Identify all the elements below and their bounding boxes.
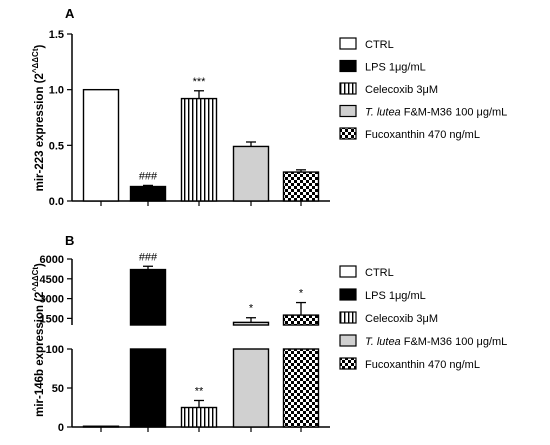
panel-b-y-axis-label-close: ) <box>34 263 46 267</box>
panel-b-bar <box>82 425 120 428</box>
panel-b-legend-swatch <box>339 265 357 278</box>
panel-a-letter: A <box>65 6 75 21</box>
panel-b-bar-upper <box>232 321 270 326</box>
panel-a-legend-label-text: Fucoxanthin 470 ng/mL <box>365 129 480 141</box>
panel-a-significance-label: ### <box>139 170 158 182</box>
panel-b-legend-label: Celecoxib 3μM <box>365 313 438 325</box>
panel-a-y-axis-label-main: mir-223 expression (2 <box>34 73 46 191</box>
panel-b-legend-label: Fucoxanthin 470 ng/mL <box>365 359 480 371</box>
panel-b-y-tick-label: 100 <box>46 344 64 356</box>
panel-b-y-tick-label: 1500 <box>40 313 64 325</box>
panel-a-significance-label: *** <box>193 76 207 88</box>
panel-b-legend-label-text: F&M-M36 100 μg/mL <box>401 336 508 348</box>
panel-a-legend-swatch <box>339 59 357 73</box>
panel-b-letter: B <box>65 233 74 248</box>
panel-b-legend-label: CTRL <box>365 267 394 279</box>
panel-b-legend-label-text: LPS 1μg/mL <box>365 290 426 302</box>
panel-a-legend-label: T. lutea F&M-M36 100 μg/mL <box>365 107 507 119</box>
panel-b-bar <box>180 406 218 428</box>
panel-a-legend-label-text: CTRL <box>365 39 394 51</box>
panel-b-y-axis-label-main: mir-146b expression (2 <box>34 292 46 417</box>
panel-b-significance-label: * <box>249 303 254 315</box>
panel-b-y-tick-label: 50 <box>52 383 64 395</box>
panel-b-y-tick-label: 6000 <box>40 254 64 266</box>
panel-a-y-tick-label: 0.5 <box>49 140 64 152</box>
panel-b-legend-label-text: Celecoxib 3μM <box>365 313 438 325</box>
panel-a-y-tick-label: 1.5 <box>49 29 64 41</box>
panel-b-legend-label-text: CTRL <box>365 267 394 279</box>
panel-b-bar-lower <box>232 348 270 428</box>
panel-b-legend-label-italic: T. lutea <box>365 336 401 348</box>
panel-a-y-tick-label: 1.0 <box>49 85 64 97</box>
panel-a-legend-label-text: LPS 1μg/mL <box>365 62 426 74</box>
panel-a-legend-swatch <box>339 37 357 50</box>
panel-b-y-axis-label: mir-146b expression (2^ΔΔCt) <box>31 263 46 417</box>
panel-b-legend-swatch <box>339 311 357 324</box>
panel-a-bar <box>82 88 120 202</box>
panel-b-bar-upper <box>282 314 320 326</box>
panel-b-y-tick-label: 3000 <box>40 294 64 306</box>
panel-b-bar-upper <box>129 268 167 326</box>
panel-b-significance-label: * <box>299 288 304 300</box>
panel-a-legend-label-text: Celecoxib 3μM <box>365 84 438 96</box>
panel-a-y-axis-label-close: ) <box>34 44 46 48</box>
panel-a-legend-label-italic: T. lutea <box>365 107 401 119</box>
panel-b-legend-label: LPS 1μg/mL <box>365 290 426 302</box>
panel-a-legend-label: Celecoxib 3μM <box>365 84 438 96</box>
panel-a-legend-swatch <box>339 82 357 95</box>
panel-a-y-tick-label: 0.0 <box>49 196 64 208</box>
panel-a-legend-label: Fucoxanthin 470 ng/mL <box>365 129 480 141</box>
panel-b-legend-swatch <box>339 357 357 370</box>
panel-a-chart: A 0.0 0.5 1.0 1.5 ### *** mir-223 expression (2… <box>31 6 507 208</box>
panel-a-y-axis-label-sup: ^ΔΔCt <box>31 48 40 73</box>
panel-a-bar <box>232 145 270 202</box>
panel-a-legend-swatch <box>339 127 357 140</box>
panel-b-legend-swatch <box>339 288 357 301</box>
panel-b-y-axis-label-sup: ^ΔΔCt <box>31 267 40 292</box>
panel-b-significance-label: ### <box>139 251 158 263</box>
panel-b-legend-label-text: Fucoxanthin 470 ng/mL <box>365 359 480 371</box>
panel-a-legend-label-text: F&M-M36 100 μg/mL <box>401 107 508 119</box>
panel-b-y-tick-label: 0 <box>58 422 64 434</box>
panel-b-bar-lower <box>129 348 167 428</box>
panel-b-bar-lower <box>282 348 320 428</box>
panel-a-bar <box>282 171 320 202</box>
panel-a-bar <box>180 97 218 202</box>
panel-b-legend-swatch <box>339 334 357 347</box>
panel-a-legend-label: LPS 1μg/mL <box>365 62 426 74</box>
panel-a-legend-swatch <box>339 104 357 118</box>
panel-b-legend-label: T. lutea F&M-M36 100 μg/mL <box>365 336 507 348</box>
panel-a-legend-label: CTRL <box>365 39 394 51</box>
panel-a-bar <box>129 185 167 202</box>
panel-b-y-tick-label: 4500 <box>40 274 64 286</box>
panel-a-y-axis-label: mir-223 expression (2^ΔΔCt) <box>31 44 46 191</box>
panel-b-significance-label: ** <box>195 385 204 397</box>
